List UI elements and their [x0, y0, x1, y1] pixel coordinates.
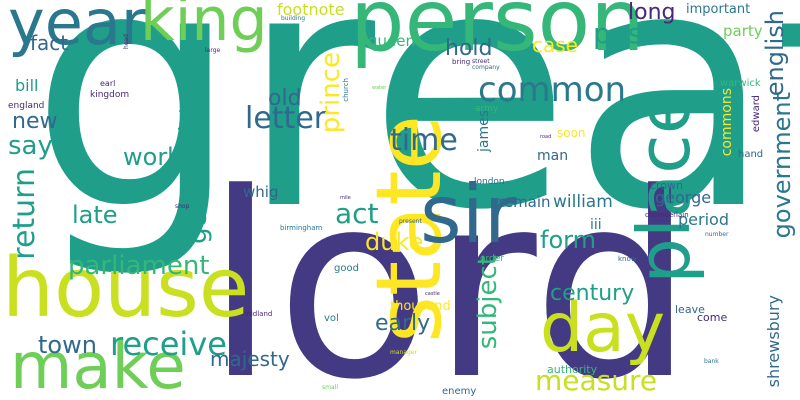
- word-party: party: [723, 22, 763, 40]
- word-great: great: [30, 0, 800, 282]
- word-common: common: [478, 70, 627, 110]
- word-come: come: [697, 311, 728, 324]
- word-year: year: [8, 0, 147, 59]
- word-crown: crown: [650, 179, 684, 192]
- word-company: company: [472, 64, 500, 71]
- word-shop: shop: [175, 203, 190, 210]
- word-road: road: [540, 134, 552, 140]
- word-general: general: [183, 145, 213, 244]
- word-majesty: majesty: [210, 347, 290, 371]
- word-army: army: [475, 104, 499, 114]
- word-century: century: [550, 281, 635, 306]
- word-person: person: [350, 0, 645, 71]
- word-hold: hold: [445, 36, 493, 61]
- word-parliament: parliament: [68, 251, 210, 281]
- word-man: man: [537, 148, 569, 164]
- word-mile: mile: [340, 195, 351, 201]
- word-house: house: [2, 241, 250, 336]
- word-earl: earl: [100, 79, 116, 88]
- word-important: important: [686, 2, 751, 17]
- word-letter: letter: [245, 101, 327, 136]
- word-return: return: [7, 168, 42, 260]
- word-town: town: [38, 331, 97, 359]
- word-warwick: warwick: [720, 78, 761, 89]
- word-order: order: [480, 254, 504, 264]
- word-prince: prince: [316, 52, 346, 134]
- word-footnote: footnote: [277, 0, 345, 19]
- word-small: small: [322, 384, 338, 391]
- word-head: head: [123, 34, 130, 49]
- word-enemy: enemy: [442, 386, 477, 397]
- word-england: england: [8, 101, 45, 111]
- word-say: say: [8, 131, 53, 161]
- word-fact: fact: [30, 31, 69, 55]
- word-history: history: [176, 70, 201, 146]
- word-soon: soon: [557, 126, 586, 140]
- word-james: james: [476, 110, 492, 153]
- word-whig: whig: [243, 183, 279, 201]
- word-early: early: [375, 311, 431, 336]
- word-bill: bill: [15, 76, 39, 95]
- word-bank: bank: [704, 358, 719, 365]
- word-remain: remain: [498, 193, 551, 211]
- word-thousand: thousand: [390, 299, 451, 314]
- word-authority: authority: [547, 363, 598, 376]
- word-leave: leave: [675, 303, 705, 316]
- word-shrewsbury: shrewsbury: [764, 295, 783, 388]
- word-london: london: [474, 177, 505, 187]
- word-kingdom: kingdom: [90, 90, 130, 100]
- word-george: george: [655, 188, 712, 207]
- word-vol: vol: [324, 313, 339, 324]
- word-chamberlain: chamberlain: [645, 211, 689, 219]
- word-hand: hand: [738, 149, 764, 160]
- word-government: government: [768, 92, 796, 239]
- word-william: william: [553, 192, 613, 212]
- word-subject: subject: [473, 255, 503, 350]
- word-old: old: [268, 86, 302, 111]
- word-receive: receive: [110, 325, 227, 363]
- word-building: building: [281, 15, 306, 22]
- word-good: good: [334, 263, 359, 274]
- word-measure: measure: [535, 364, 658, 397]
- word-lord: lord: [205, 139, 695, 400]
- word-work: work: [123, 143, 182, 171]
- word-midland: midland: [244, 310, 273, 318]
- word-bring: bring: [452, 58, 471, 66]
- word-iii: iii: [590, 217, 602, 233]
- word-king: king: [140, 0, 268, 55]
- word-castle: castle: [425, 291, 440, 297]
- word-present: present: [399, 218, 422, 225]
- word-form: form: [540, 226, 596, 254]
- word-church: church: [342, 78, 350, 102]
- word-large: large: [205, 47, 221, 54]
- word-number: number: [705, 231, 729, 238]
- word-english: english: [761, 10, 789, 97]
- word-queen: queen: [368, 32, 415, 50]
- word-late: late: [72, 201, 118, 229]
- word-duke: duke: [365, 228, 424, 256]
- word-act: act: [335, 197, 379, 230]
- word-time: time: [390, 123, 458, 158]
- word-period: period: [678, 210, 729, 229]
- word-water: water: [372, 85, 387, 91]
- word-manager: manager: [390, 349, 417, 356]
- word-sir: sir: [420, 168, 517, 261]
- word-street: street: [472, 58, 490, 65]
- word-pass: pass: [593, 17, 658, 50]
- word-day: day: [540, 289, 666, 368]
- word-case: case: [532, 33, 578, 57]
- word-birmingham: birmingham: [280, 224, 323, 232]
- word-make: make: [10, 330, 186, 400]
- word-know: know: [618, 255, 637, 263]
- word-new: new: [12, 109, 58, 134]
- word-long: long: [628, 0, 676, 25]
- word-edward: edward: [751, 95, 762, 133]
- word-commons: commons: [719, 88, 735, 157]
